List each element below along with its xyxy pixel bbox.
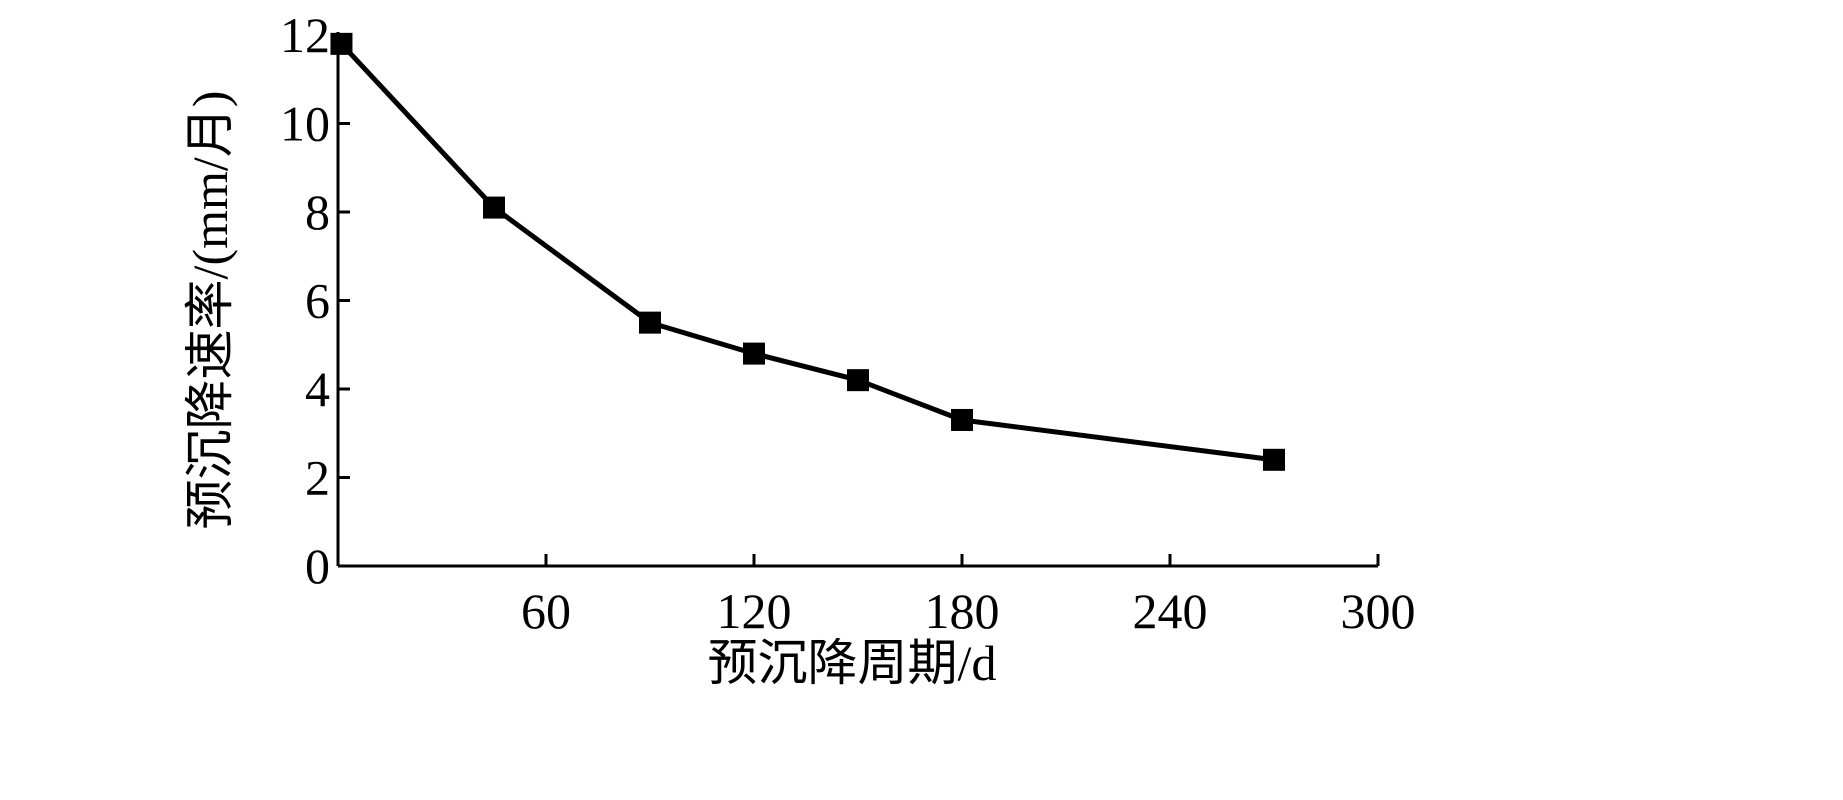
y-tick-label: 0 xyxy=(305,538,330,594)
x-axis-title: 预沉降周期/d xyxy=(708,635,997,691)
y-tick-label: 6 xyxy=(305,273,330,329)
ticks: 0 2 4 6 8 10 12 60 120 180 240 300 xyxy=(280,7,1416,639)
series-line xyxy=(339,42,1275,463)
y-axis-title: 预沉降速率/(mm/月) xyxy=(182,91,238,530)
x-tick-label: 120 xyxy=(717,583,792,639)
y-tick-label: 10 xyxy=(280,96,330,152)
data-point-marker xyxy=(743,342,765,365)
data-point-marker xyxy=(483,196,505,219)
y-tick-label: 2 xyxy=(305,450,330,506)
axes xyxy=(336,32,1378,568)
data-point-marker xyxy=(951,408,973,431)
data-point-marker xyxy=(1263,448,1285,471)
series-layer xyxy=(330,32,1285,471)
labels: 预沉降周期/d 预沉降速率/(mm/月) xyxy=(182,91,996,691)
data-point-marker xyxy=(330,32,353,55)
y-tick-label: 8 xyxy=(305,184,330,240)
y-tick-label: 12 xyxy=(280,7,330,63)
x-tick-label: 180 xyxy=(925,583,1000,639)
y-tick-label: 4 xyxy=(305,361,330,417)
x-tick-label: 60 xyxy=(521,583,571,639)
data-point-marker xyxy=(847,369,869,392)
x-tick-label: 240 xyxy=(1133,583,1208,639)
data-point-marker xyxy=(639,311,661,334)
x-tick-label: 300 xyxy=(1341,583,1416,639)
